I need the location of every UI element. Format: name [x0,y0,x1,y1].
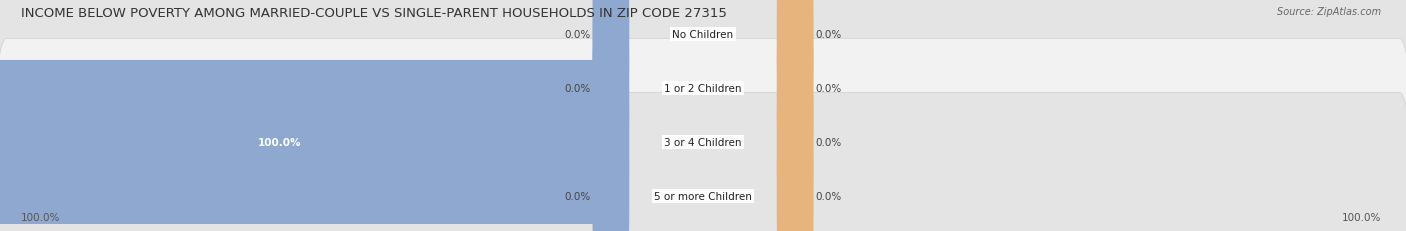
Text: 5 or more Children: 5 or more Children [654,191,752,201]
Text: 100.0%: 100.0% [1341,212,1381,222]
Text: Source: ZipAtlas.com: Source: ZipAtlas.com [1277,7,1381,17]
FancyBboxPatch shape [0,0,1406,192]
Text: 0.0%: 0.0% [815,191,842,201]
Text: 0.0%: 0.0% [815,84,842,94]
FancyBboxPatch shape [776,7,814,170]
FancyBboxPatch shape [776,61,814,224]
FancyBboxPatch shape [0,0,1406,138]
Text: No Children: No Children [672,30,734,40]
Text: 0.0%: 0.0% [815,30,842,40]
Text: 100.0%: 100.0% [21,212,60,222]
Text: 0.0%: 0.0% [564,30,591,40]
Text: 1 or 2 Children: 1 or 2 Children [664,84,742,94]
FancyBboxPatch shape [0,61,630,224]
FancyBboxPatch shape [0,39,1406,231]
Text: 0.0%: 0.0% [815,137,842,147]
FancyBboxPatch shape [776,0,814,117]
FancyBboxPatch shape [776,114,814,231]
Text: 100.0%: 100.0% [259,137,301,147]
FancyBboxPatch shape [592,0,630,117]
FancyBboxPatch shape [0,93,1406,231]
Text: 3 or 4 Children: 3 or 4 Children [664,137,742,147]
FancyBboxPatch shape [592,7,630,170]
Text: 0.0%: 0.0% [564,191,591,201]
FancyBboxPatch shape [592,114,630,231]
Text: 0.0%: 0.0% [564,84,591,94]
Text: INCOME BELOW POVERTY AMONG MARRIED-COUPLE VS SINGLE-PARENT HOUSEHOLDS IN ZIP COD: INCOME BELOW POVERTY AMONG MARRIED-COUPL… [21,7,727,20]
